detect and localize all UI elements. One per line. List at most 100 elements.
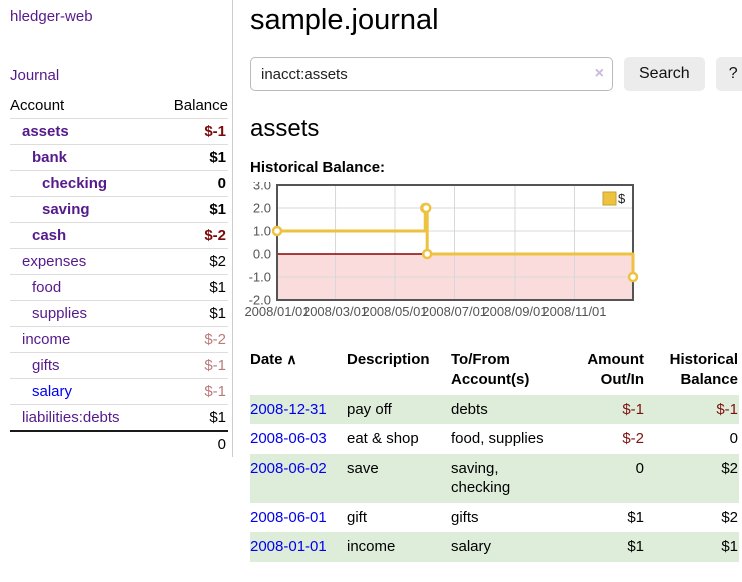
search-input-wrap: × — [250, 57, 613, 91]
sort-ascending-icon[interactable]: ∧ — [282, 351, 297, 367]
transaction-description: eat & shop — [347, 430, 419, 447]
transaction-accounts: gifts — [451, 508, 479, 526]
transaction-date-link[interactable]: 2008-12-31 — [250, 400, 327, 418]
register-header-description: Description — [347, 351, 430, 368]
sidebar-item-journal[interactable]: Journal — [10, 67, 60, 84]
account-link-cash[interactable]: cash — [32, 227, 67, 244]
account-balance: $-1 — [148, 118, 228, 145]
account-link-bank[interactable]: bank — [32, 149, 68, 166]
register-header-historical-balance: Historical Balance — [669, 351, 738, 389]
account-balance: $-2 — [148, 222, 228, 249]
search-button[interactable]: Search — [624, 57, 705, 91]
legend-label: $ — [618, 191, 626, 206]
account-row: food $1 — [10, 274, 228, 301]
account-balance: $-2 — [148, 326, 228, 353]
transaction-description: save — [347, 453, 451, 503]
search-input[interactable] — [250, 57, 613, 91]
account-row: saving $1 — [10, 196, 228, 223]
data-point-marker — [420, 202, 432, 214]
account-row: checking 0 — [10, 170, 228, 197]
transaction-description: income — [347, 532, 451, 562]
accounts-table: Account Balance assets $-1 bank $1 checking 0… — [10, 93, 228, 457]
account-row: expenses $2 — [10, 248, 228, 275]
account-row: gifts $-1 — [10, 352, 228, 379]
x-axis-tick-label: 2008/05/01 — [362, 304, 427, 319]
transaction-accounts: saving, checking — [451, 453, 563, 503]
chart-container: $3.0 2.0 1.0 0.0 -1.0 -2.0 2008/01/01 2008/03/0… — [240, 178, 742, 332]
page-title: sample.journal — [250, 4, 439, 36]
clear-search-icon[interactable]: × — [594, 65, 604, 82]
data-point-marker — [271, 225, 283, 237]
x-axis-tick-label: 2008/09/01 — [482, 304, 547, 319]
account-row: salary $-1 — [10, 378, 228, 405]
account-balance: $1 — [148, 196, 228, 223]
account-link-salary[interactable]: salary — [32, 383, 73, 400]
accounts-total: 0 — [148, 430, 228, 457]
account-balance: $1 — [148, 300, 228, 327]
x-axis-tick-label: 2008/01/01 — [244, 304, 309, 319]
transaction-date-link[interactable]: 2008-01-01 — [250, 538, 327, 555]
register-header-date[interactable]: Date ∧ — [250, 351, 297, 368]
account-link-gifts[interactable]: gifts — [32, 357, 60, 374]
account-row: bank $1 — [10, 144, 228, 171]
transaction-description: pay off — [347, 394, 451, 424]
account-balance: 0 — [148, 170, 228, 197]
transaction-balance: 0 — [729, 430, 738, 447]
transaction-accounts: food, supplies — [451, 430, 544, 447]
register-row: 2008-06-01 gift gifts $1 $2 — [250, 503, 739, 533]
account-balance: $-1 — [148, 352, 228, 379]
legend-swatch — [602, 191, 617, 206]
account-link-supplies[interactable]: supplies — [32, 305, 88, 322]
account-heading: assets — [250, 115, 320, 142]
account-link-expenses[interactable]: expenses — [22, 253, 87, 270]
account-balance: $1 — [148, 144, 228, 171]
help-button[interactable]: ? — [715, 57, 742, 91]
accounts-total-row: 0 — [10, 430, 228, 457]
y-axis-tick-label: -2.0 — [249, 293, 271, 308]
register-row: 2008-12-31 pay off debts $-1 $-1 — [250, 394, 739, 424]
y-axis-tick-label: 2.0 — [253, 201, 271, 216]
historical-balance-chart: $3.0 2.0 1.0 0.0 -1.0 -2.02008/01/012008/03/0… — [244, 178, 639, 319]
account-balance: $1 — [148, 274, 228, 301]
transaction-balance: $2 — [721, 508, 738, 526]
account-balance: $2 — [148, 248, 228, 275]
transaction-accounts: salary — [451, 532, 563, 562]
transaction-description: gift — [347, 508, 368, 526]
account-row: income $-2 — [10, 326, 228, 353]
y-axis-tick-label: 1.0 — [253, 224, 271, 239]
y-axis-tick-label: -1.0 — [249, 270, 271, 285]
register-header-to-from-account-s-: To/From Account(s) — [451, 351, 530, 389]
main-content: sample.journal × Search ? assets Histori… — [233, 0, 742, 562]
register-table: Date ∧ Description To/From Account(s) Amoun… — [250, 348, 739, 562]
search-form: × Search ? — [250, 57, 742, 91]
account-balance: $-1 — [148, 378, 228, 405]
page: hledger-web Journal Account Balance asse… — [10, 0, 742, 562]
account-link-saving[interactable]: saving — [42, 201, 90, 218]
transaction-date-link[interactable]: 2008-06-03 — [250, 430, 327, 447]
account-link-income[interactable]: income — [22, 331, 71, 348]
register-header-amount-out-in: Amount Out/In — [587, 351, 644, 389]
accounts-header-account: Account — [10, 97, 65, 114]
y-axis-tick-label: 0.0 — [253, 247, 271, 262]
register-row: 2008-06-03 eat & shop food, supplies $-2 0 — [250, 424, 739, 454]
account-link-assets[interactable]: assets — [22, 123, 69, 140]
account-row: supplies $1 — [10, 300, 228, 327]
data-point-marker — [627, 271, 639, 283]
account-link-checking[interactable]: checking — [42, 175, 108, 192]
transaction-accounts: debts — [451, 394, 563, 424]
register-row: 2008-01-01 income salary $1 $1 — [250, 532, 739, 562]
account-balance: $1 — [148, 404, 228, 431]
chart-title: Historical Balance: — [250, 159, 386, 176]
transaction-date-link[interactable]: 2008-06-02 — [250, 459, 327, 477]
transaction-amount: 0 — [563, 453, 645, 503]
account-row: liabilities:debts $1 — [10, 404, 228, 431]
x-axis-tick-label: 2008/03/01 — [303, 304, 368, 319]
transaction-balance: $-1 — [645, 394, 739, 424]
account-link-liabilities-debts[interactable]: liabilities:debts — [22, 409, 120, 426]
transaction-balance: $2 — [645, 453, 739, 503]
account-link-food[interactable]: food — [32, 279, 62, 296]
transaction-date-link[interactable]: 2008-06-01 — [250, 508, 327, 526]
transaction-amount: $1 — [563, 532, 645, 562]
transaction-amount: $1 — [627, 508, 644, 526]
app-title-link[interactable]: hledger-web — [10, 8, 93, 25]
